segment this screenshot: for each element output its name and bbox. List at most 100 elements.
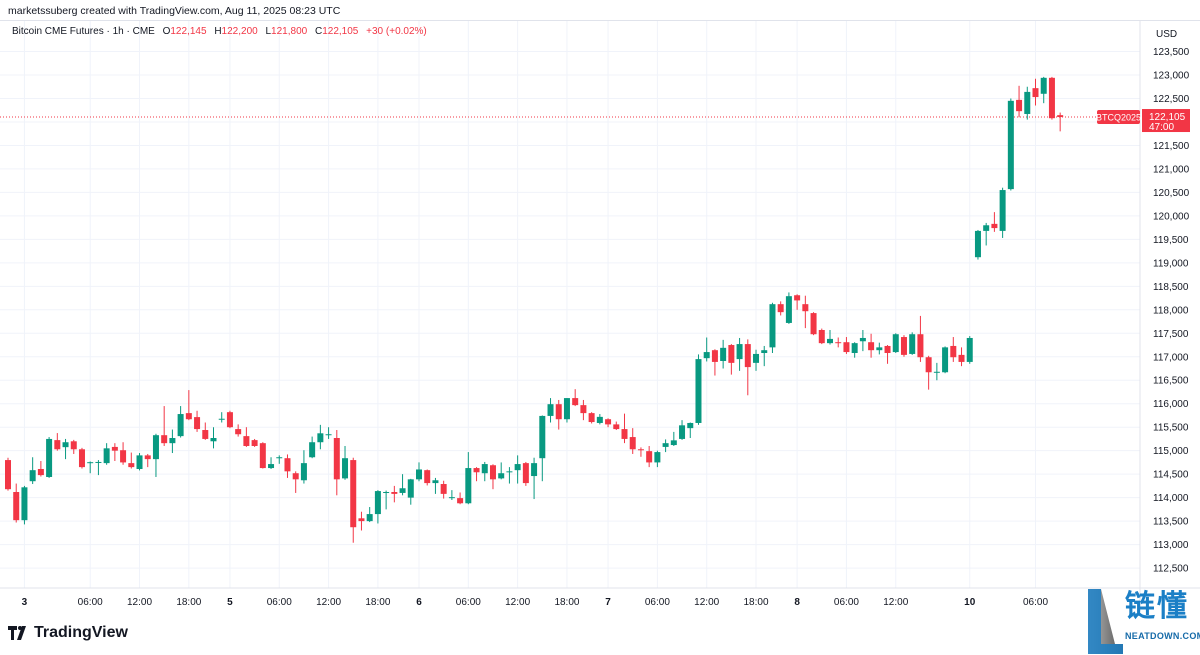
candle-down [350,460,357,528]
x-tick-label: 06:00 [834,597,859,608]
candle-up [317,433,324,443]
candle-up [695,359,702,423]
candle-down [613,424,620,430]
candle-down [226,412,233,428]
candle-down [646,451,653,463]
y-tick-label: 120,500 [1153,188,1190,199]
bar-countdown: 47:00 [1149,122,1174,133]
y-tick-label: 115,000 [1153,446,1189,457]
candle-up [62,442,69,448]
candle-up [498,473,505,479]
candle-up [342,458,349,479]
close-value: 122,105 [322,26,359,37]
x-tick-label: 18:00 [176,597,201,608]
symbol-name[interactable]: Bitcoin CME Futures · 1h · CME [12,26,155,37]
candle-down [728,345,735,363]
candle-down [1016,99,1023,112]
low-value: 121,800 [271,26,308,37]
candle-down [358,518,365,522]
candle-up [851,343,858,354]
candle-up [416,469,422,480]
y-tick-label: 118,000 [1153,305,1189,316]
candle-down [259,443,266,469]
open-value: 122,145 [170,26,207,37]
candle-up [720,347,727,361]
candle-up [309,442,316,458]
candle-up [942,347,949,373]
candle-down [111,446,118,451]
candle-up [300,463,307,481]
currency-label: USD [1156,29,1177,40]
candle-up [966,337,973,362]
y-tick-label: 117,500 [1153,329,1189,340]
candle-up [46,438,53,477]
candle-up [892,334,899,353]
x-tick-label: 12:00 [127,597,152,608]
candle-up [563,398,570,420]
candle-down [243,436,250,446]
y-tick-label: 113,500 [1153,517,1189,528]
candle-down [810,313,817,335]
candle-down [991,223,998,229]
candle-down [588,413,595,423]
neatdown-watermark: 链懂 NEATDOWN.COM [1085,586,1200,655]
candle-down [37,468,44,476]
candle-up [506,471,513,473]
candle-up [465,468,472,504]
candle-up [769,304,776,348]
x-tick-label: 12:00 [316,597,341,608]
candle-down [161,435,168,444]
candle-up [1007,100,1014,190]
candle-up [547,404,554,416]
candle-up [859,337,866,342]
candle-down [185,413,192,420]
candle-up [670,440,677,446]
candle-down [54,440,61,450]
tradingview-logo[interactable]: TradingView [8,624,128,642]
x-tick-label: 12:00 [505,597,530,608]
candle-down [70,441,77,450]
x-tick-label: 06:00 [645,597,670,608]
candlestick-chart[interactable]: 112,500 113,000 113,500 114,000 114,500 115,0… [0,21,1200,611]
candle-down [884,345,891,354]
chart-frame[interactable]: 112,500 113,000 113,500 114,000 114,500 115,0… [0,20,1200,611]
candle-up [448,497,455,499]
high-label: H [214,26,222,37]
candle-down [128,463,135,468]
candle-up [276,457,283,459]
x-tick-label: 6 [416,597,422,608]
y-tick-label: 120,000 [1153,211,1190,222]
candle-down [144,455,151,460]
y-tick-label: 116,500 [1153,376,1189,387]
x-tick-label: 18:00 [365,597,390,608]
candle-down [794,295,801,301]
symbol-tag-bg [1097,110,1140,125]
candle-up [753,353,760,363]
y-tick-label: 114,000 [1153,493,1189,504]
candle-down [489,465,496,480]
y-tick-label: 121,500 [1153,141,1190,152]
candle-down [744,344,751,368]
y-tick-label: 114,500 [1153,470,1189,481]
candle-up [481,464,488,474]
candle-up [596,416,603,423]
candle-down [194,417,201,430]
candle-down [925,357,932,373]
x-tick-label: 18:00 [744,597,769,608]
candle-up [785,296,792,323]
candle-up [169,438,176,444]
x-tick-label: 5 [227,597,233,608]
y-tick-label: 119,000 [1153,258,1189,269]
candle-up [876,347,883,351]
x-tick-label: 12:00 [694,597,719,608]
y-tick-label: 115,500 [1153,423,1189,434]
candle-down [843,342,850,353]
close-label: C [314,26,323,37]
logo-text: TradingView [34,624,128,641]
candle-up [662,443,669,447]
last-price-label: 122,105 [1149,112,1186,123]
candle-down [868,342,875,351]
candle-down [555,404,562,420]
candle-up [103,448,110,464]
candle-up [679,425,686,439]
